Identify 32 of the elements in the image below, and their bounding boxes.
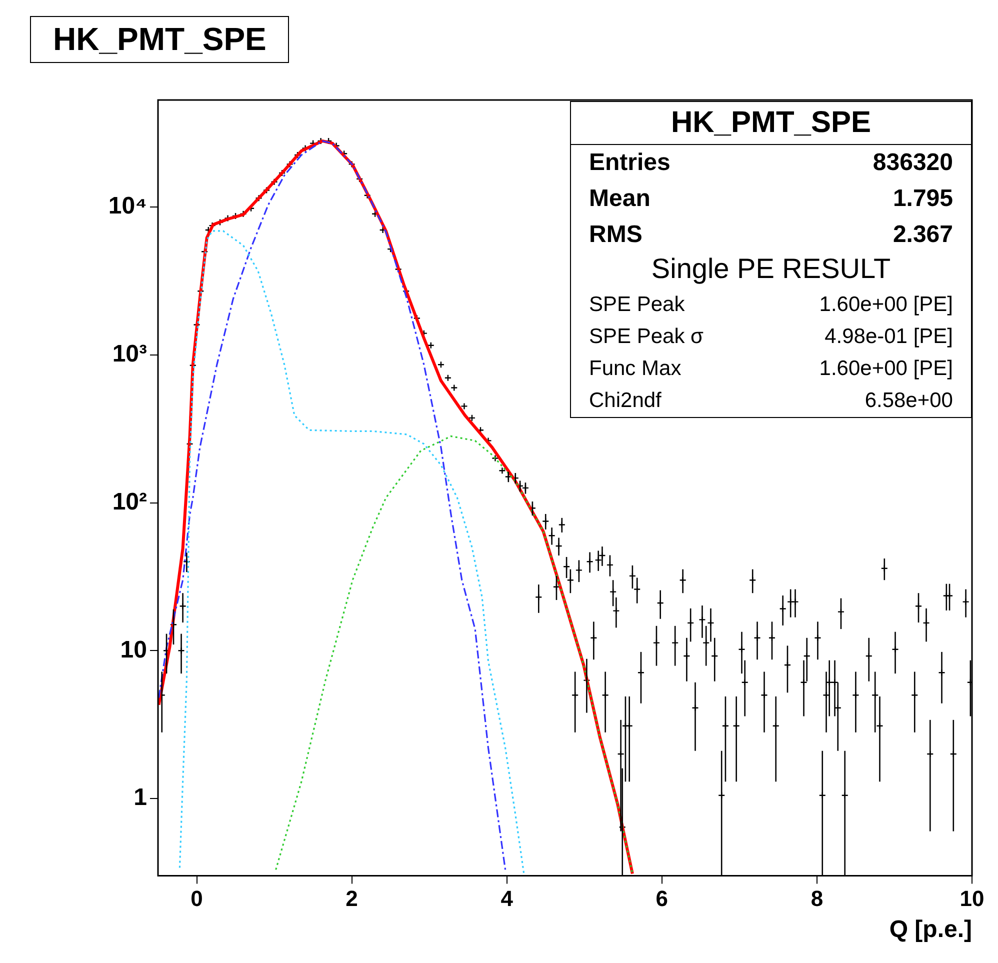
x-axis-title: Q [p.e.] [889, 916, 972, 944]
x-tick-label: 10 [960, 886, 984, 912]
annotation: Chi2ndf [589, 389, 662, 413]
annotation: SPE Peak [589, 293, 685, 317]
y-tick-label: 10⁴ [108, 192, 147, 220]
x-tick-label: 4 [500, 886, 514, 912]
annotation: RMS [589, 221, 642, 249]
annotation: Entries [589, 149, 670, 177]
annotation: SPE Peak σ [589, 325, 704, 349]
x-tick-label: 6 [656, 886, 668, 912]
x-tick-label: 2 [346, 886, 358, 912]
annotation: 1.60e+00 [PE] [819, 357, 953, 381]
annotation: HK_PMT_SPE [571, 102, 971, 145]
line-series [158, 140, 506, 870]
annotation: 1.795 [892, 185, 953, 213]
y-tick-label: 10 [120, 636, 147, 664]
chart-title: HK_PMT_SPE [30, 16, 290, 63]
line-series [178, 230, 525, 874]
annotation: Mean [589, 185, 650, 213]
annotation: Single PE RESULT [650, 253, 892, 286]
line-series [275, 435, 634, 874]
y-tick-label: 10³ [112, 340, 148, 368]
x-tick-label: 0 [190, 886, 203, 912]
annotation: 4.98e-01 [PE] [824, 325, 953, 349]
annotation: 6.58e+00 [864, 389, 953, 413]
annotation: Func Max [589, 357, 682, 381]
x-tick-label: 8 [810, 886, 824, 912]
y-tick-label: 1 [134, 784, 147, 812]
annotation: 836320 [872, 149, 953, 177]
annotation: 1.60e+00 [PE] [819, 293, 953, 317]
annotation: 2.367 [892, 221, 953, 249]
y-tick-label: 10² [112, 488, 148, 516]
